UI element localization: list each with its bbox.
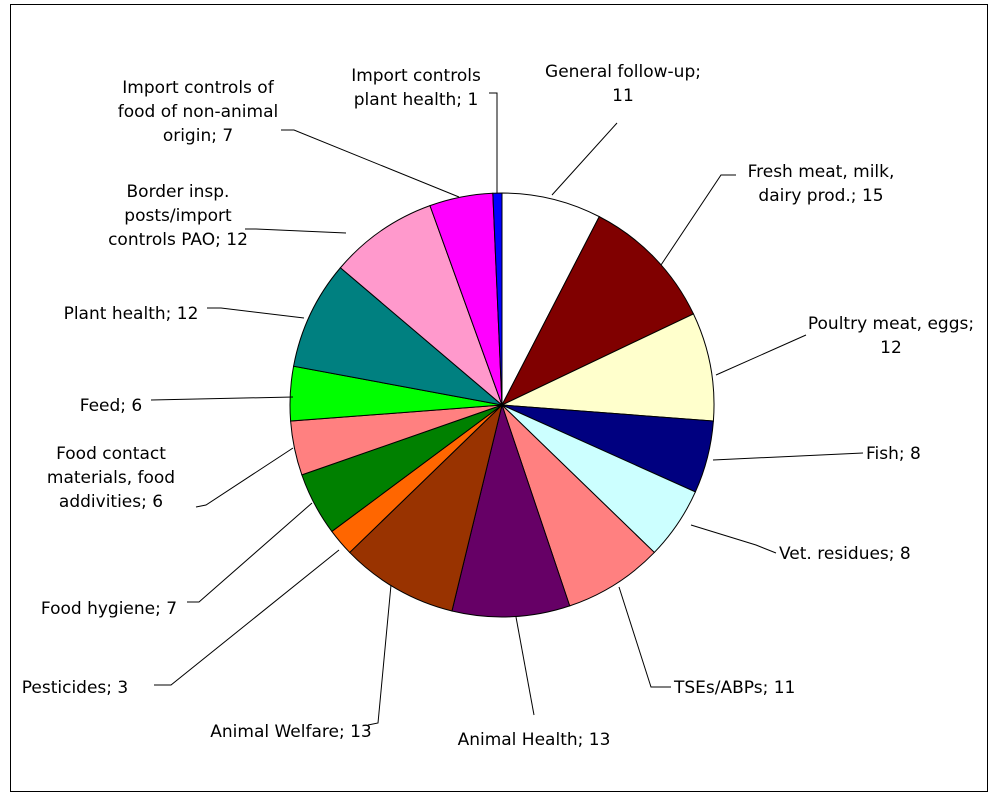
leader-line — [187, 502, 313, 603]
slice-label-line: Pesticides; 3 — [22, 678, 128, 698]
slice-label-line: Fresh meat, milk, — [748, 162, 895, 182]
pie-slice — [501, 192, 600, 406]
leader-line — [618, 586, 671, 688]
slice-label: Feed; 6 — [80, 396, 143, 416]
leader-line — [245, 228, 347, 234]
leader-line — [195, 447, 294, 508]
slice-label-line: Food hygiene; 7 — [41, 599, 177, 619]
slice-label-line: TSEs/ABPs; 11 — [673, 678, 795, 698]
leader-line — [154, 549, 340, 686]
pie-slice — [348, 403, 503, 612]
slice-label-line: materials, food — [47, 468, 175, 488]
slice-label: Animal Welfare; 13 — [210, 722, 371, 742]
slice-label-line: dairy prod.; 15 — [758, 186, 883, 206]
leader-line — [712, 452, 864, 461]
slice-label: TSEs/ABPs; 11 — [673, 678, 795, 698]
slice-label: Import controls of food of non-animal orig… — [118, 78, 278, 146]
chart-frame: General follow-up; 11 Fresh meat, milk, dai… — [10, 4, 988, 792]
slice-label: Pesticides; 3 — [22, 678, 128, 698]
slice-label: Border insp. posts/import controls PAO; 12 — [108, 182, 248, 250]
leader-line — [551, 122, 618, 196]
slice-label-line: Import controls of — [122, 78, 274, 98]
leader-line — [150, 396, 294, 401]
pie-slices — [289, 192, 715, 618]
slice-label: Animal Health; 13 — [458, 730, 611, 750]
leader-line — [515, 616, 535, 716]
slice-label-line: posts/import — [124, 206, 232, 226]
slice-label-line: addivities; 6 — [59, 492, 163, 512]
slice-label: Import controls plant health; 1 — [351, 66, 481, 110]
pie-slice — [339, 204, 504, 407]
pie-chart: General follow-up; 11 Fresh meat, milk, dai… — [22, 62, 974, 750]
pie-slice — [500, 313, 715, 422]
slice-label-line: Animal Health; 13 — [458, 730, 611, 750]
slice-label-line: 12 — [880, 338, 902, 358]
slice-label: Fish; 8 — [866, 444, 921, 464]
leader-lines — [150, 92, 864, 726]
slice-label: Vet. residues; 8 — [779, 544, 911, 564]
pie-slice — [500, 215, 695, 407]
slice-label-line: Border insp. — [127, 182, 230, 202]
slice-label-line: 11 — [612, 86, 634, 106]
slice-label: Plant health; 12 — [64, 304, 199, 324]
slice-label-line: Feed; 6 — [80, 396, 143, 416]
slice-label-line: Fish; 8 — [866, 444, 921, 464]
pie-slice — [501, 404, 656, 607]
pie-slice — [492, 192, 503, 406]
slice-label-line: Import controls — [351, 66, 481, 86]
slice-label-line: Vet. residues; 8 — [779, 544, 911, 564]
leader-line — [660, 174, 736, 266]
slice-label: Poultry meat, eggs; 12 — [808, 314, 974, 358]
leader-line — [207, 307, 305, 319]
slice-label-line: origin; 7 — [163, 126, 233, 146]
leader-line — [489, 92, 498, 193]
slice-label-line: food of non-animal — [118, 102, 278, 122]
leader-line — [690, 524, 777, 554]
pie-slice — [292, 267, 504, 406]
slice-label-line: Animal Welfare; 13 — [210, 722, 371, 742]
leader-line — [715, 334, 807, 376]
slice-label-line: Poultry meat, eggs; — [808, 314, 974, 334]
slice-label: Fresh meat, milk, dairy prod.; 15 — [748, 162, 895, 206]
slice-label-line: controls PAO; 12 — [108, 230, 248, 250]
slice-label-line: General follow-up; — [545, 62, 701, 82]
slice-label-line: Plant health; 12 — [64, 304, 199, 324]
slice-label: General follow-up; 11 — [545, 62, 701, 106]
slice-labels: General follow-up; 11 Fresh meat, milk, dai… — [22, 62, 974, 750]
leader-line — [367, 584, 392, 726]
leader-line — [281, 129, 460, 198]
slice-label-line: Food contact — [56, 444, 166, 464]
slice-label: Food hygiene; 7 — [41, 599, 177, 619]
slice-label-line: plant health; 1 — [354, 90, 479, 110]
pie-slice — [451, 403, 571, 618]
slice-label: Food contact materials, food addivities; 6 — [47, 444, 175, 512]
